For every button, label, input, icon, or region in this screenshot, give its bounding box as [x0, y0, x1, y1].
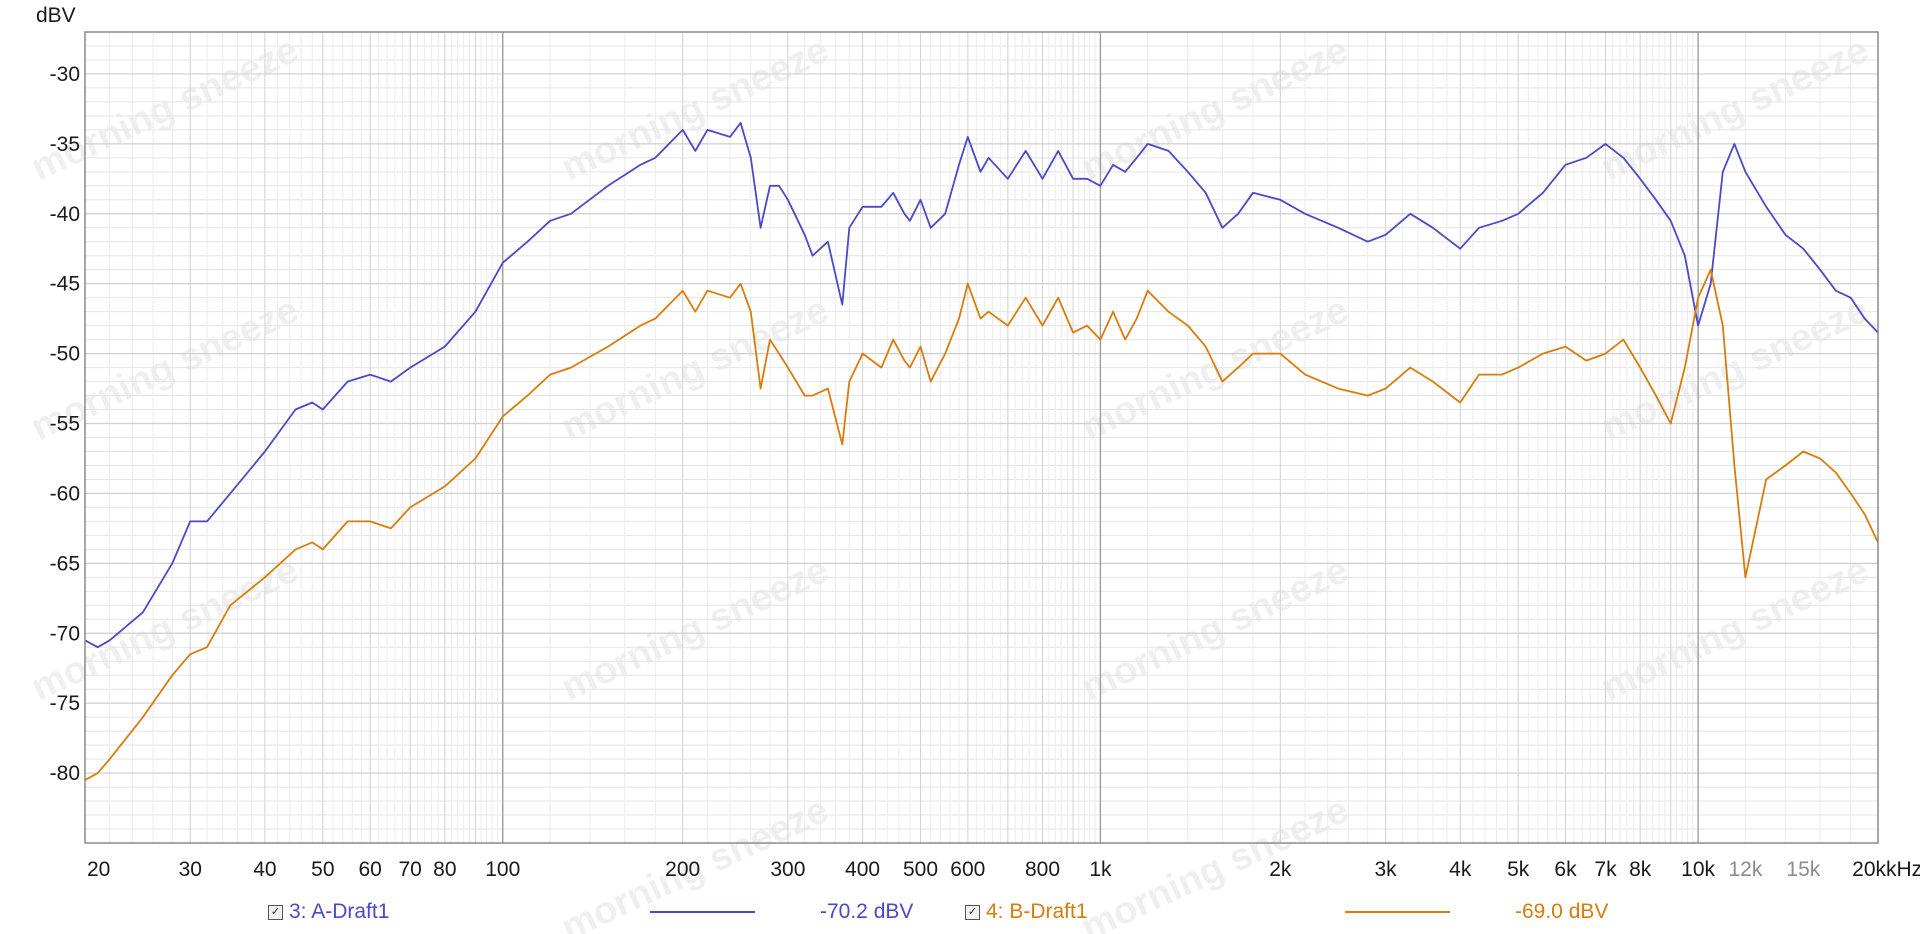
- x-axis-unit-label: kHz: [1886, 858, 1920, 881]
- series-b-checkbox[interactable]: ✓: [965, 904, 980, 920]
- legend-item-series-b[interactable]: ✓ 4: B-Draft1: [965, 897, 1088, 927]
- y-axis-unit-label: dBV: [36, 4, 76, 27]
- series-a-name: 3: A-Draft1: [289, 900, 390, 923]
- y-tick-label: -60: [50, 482, 80, 505]
- x-tick-label: 6k: [1554, 858, 1577, 881]
- x-tick-label: 70: [398, 858, 421, 881]
- x-tick-label: 800: [1025, 858, 1060, 881]
- x-tick-label: 15k: [1786, 858, 1820, 881]
- x-tick-label: 600: [950, 858, 985, 881]
- series-b-swatch: [1345, 911, 1450, 913]
- y-tick-label: -75: [50, 692, 80, 715]
- y-tick-label: -35: [50, 133, 80, 156]
- y-tick-label: -50: [50, 343, 80, 366]
- y-tick-label: -65: [50, 552, 80, 575]
- major-vertical-gridlines: [502, 32, 1699, 843]
- x-tick-label: 400: [845, 858, 880, 881]
- series-b-value-text: -69.0 dBV: [1515, 900, 1609, 923]
- series-a-line-swatch: [650, 897, 755, 927]
- x-axis-tick-labels: 20 30 40 50 60 70 80 100 200 300 400 500 600 800 1k 2k 3…: [87, 858, 1886, 881]
- x-tick-label: 20k: [1852, 858, 1886, 881]
- x-tick-label: 1k: [1089, 858, 1112, 881]
- y-tick-label: -45: [50, 273, 80, 296]
- x-tick-label: 7k: [1594, 858, 1617, 881]
- legend-item-series-a[interactable]: ✓ 3: A-Draft1: [268, 897, 389, 927]
- x-tick-label: 8k: [1629, 858, 1652, 881]
- x-tick-label: 3k: [1374, 858, 1397, 881]
- major-horizontal-gridlines: [85, 73, 1878, 774]
- y-tick-label: -70: [50, 622, 80, 645]
- series-a-line: [84, 122, 1879, 649]
- series-b-value: -69.0 dBV: [1515, 897, 1608, 927]
- x-tick-label: 100: [485, 858, 520, 881]
- x-tick-label: 4k: [1449, 858, 1472, 881]
- x-tick-label: 20: [87, 858, 110, 881]
- x-tick-label: 2k: [1269, 858, 1292, 881]
- series-a-value: -70.2 dBV: [820, 897, 913, 927]
- series-b-line-swatch: [1345, 897, 1450, 927]
- y-tick-label: -80: [50, 762, 80, 785]
- series-a-swatch: [650, 911, 755, 913]
- y-tick-label: -40: [50, 203, 80, 226]
- series-layer: [84, 122, 1879, 781]
- x-tick-label: 80: [433, 858, 456, 881]
- y-tick-label: -30: [50, 63, 80, 86]
- x-tick-label: 50: [311, 858, 334, 881]
- series-a-value-text: -70.2 dBV: [820, 900, 914, 923]
- x-tick-label: 200: [665, 858, 700, 881]
- y-axis-tick-labels: -30 -35 -40 -45 -50 -55 -60 -65 -70 -75 -80: [50, 63, 80, 785]
- plot-frame: [84, 31, 1879, 844]
- x-tick-label: 40: [253, 858, 276, 881]
- x-tick-label: 60: [358, 858, 381, 881]
- series-a-checkbox[interactable]: ✓: [268, 904, 283, 920]
- x-tick-label: 30: [179, 858, 202, 881]
- x-tick-label: 5k: [1507, 858, 1530, 881]
- x-tick-label: 10k: [1681, 858, 1715, 881]
- series-b-line: [84, 268, 1879, 781]
- y-tick-label: -55: [50, 413, 80, 436]
- x-tick-label: 12k: [1728, 858, 1762, 881]
- x-tick-label: 300: [770, 858, 805, 881]
- series-b-name: 4: B-Draft1: [986, 900, 1088, 923]
- x-tick-label: 500: [903, 858, 938, 881]
